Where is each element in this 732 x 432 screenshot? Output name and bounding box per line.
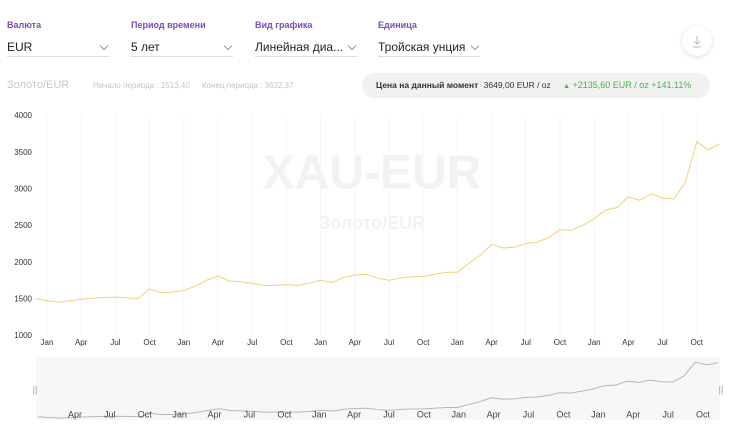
navigator-tick-label: Apr	[68, 409, 82, 419]
label: Валюта	[7, 20, 42, 30]
value[interactable]: Линейная диа...	[255, 36, 357, 57]
x-tick-label: Oct	[143, 338, 156, 347]
current-value: 3649,00 EUR / oz	[483, 80, 551, 90]
x-tick-label: Jan	[177, 338, 190, 347]
navigator-line	[37, 361, 719, 419]
navigator-tick-label: Jul	[383, 409, 395, 419]
unit-select[interactable]: Единица Тройская унция	[378, 20, 480, 57]
change: +2135,60 EUR / oz +141.11%	[572, 80, 692, 90]
price-pill: Цена на данный момент 3649,00 EUR / oz ▲…	[362, 73, 710, 98]
y-tick-label: 2000	[14, 258, 32, 267]
label: Период времени	[131, 20, 206, 30]
navigator-tick-label: Jul	[523, 409, 535, 419]
x-tick-label: Apr	[349, 338, 362, 347]
x-tick-label: Jan	[41, 338, 54, 347]
x-tick-label: Jul	[247, 338, 257, 347]
value[interactable]: 5 лет	[131, 36, 233, 57]
navigator-tick-label: Jul	[662, 409, 674, 419]
label: Вид графика	[255, 20, 313, 30]
navigator-tick-label: Apr	[487, 409, 501, 419]
current-label: Цена на данный момент	[376, 80, 479, 90]
x-tick-label: Jan	[588, 338, 601, 347]
x-tick-label: Jan	[314, 338, 327, 347]
navigator-tick-label: Oct	[277, 409, 292, 419]
value[interactable]: EUR	[7, 36, 109, 57]
currency-select[interactable]: Валюта EUR	[7, 20, 109, 57]
x-tick-label: Jul	[657, 338, 667, 347]
y-tick-label: 1500	[14, 294, 32, 303]
y-tick-label: 4000	[14, 111, 32, 120]
x-tick-label: Oct	[554, 338, 567, 347]
x-tick-label: Jul	[384, 338, 394, 347]
label: Единица	[378, 20, 417, 30]
navigator-tick-label: Oct	[138, 409, 153, 419]
navigator-tick-label: Oct	[417, 409, 432, 419]
x-tick-label: Oct	[417, 338, 430, 347]
download-icon	[693, 36, 701, 48]
navigator-tick-label: Jan	[312, 409, 327, 419]
navigator-tick-label: Jan	[172, 409, 187, 419]
up-arrow: ▲	[563, 83, 571, 90]
y-tick-label: 2500	[14, 221, 32, 230]
period-end: Конец периода : 3632,37	[202, 81, 294, 90]
y-tick-label: 3500	[14, 148, 32, 157]
x-tick-label: Apr	[485, 338, 498, 347]
y-tick-label: 1000	[14, 331, 32, 340]
x-tick-label: Oct	[691, 338, 704, 347]
navigator-tick-label: Oct	[696, 409, 711, 419]
navigator-handle-left[interactable]: ||	[33, 384, 38, 394]
watermark-subtitle: Золото/EUR	[319, 213, 425, 233]
navigator-tick-label: Jan	[591, 409, 606, 419]
download-button[interactable]	[682, 26, 712, 56]
navigator-tick-label: Jan	[452, 409, 467, 419]
x-tick-label: Apr	[212, 338, 225, 347]
navigator-tick-label: Oct	[556, 409, 571, 419]
navigator-tick-label: Apr	[208, 409, 222, 419]
navigator-handle-right[interactable]: ||	[719, 384, 724, 394]
navigator-tick-label: Apr	[626, 409, 640, 419]
value[interactable]: Тройская унция	[378, 36, 480, 57]
x-tick-label: Jul	[110, 338, 120, 347]
chart-type-select[interactable]: Вид графика Линейная диа...	[255, 20, 357, 57]
navigator-tick-label: Apr	[347, 409, 361, 419]
price-line	[35, 140, 720, 303]
period-select[interactable]: Период времени 5 лет	[131, 20, 233, 57]
x-tick-label: Oct	[280, 338, 293, 347]
period-start: Начало периода : 1513,40	[93, 81, 190, 90]
navigator-tick-label: Jul	[244, 409, 256, 419]
chart-title: Золото/EUR	[7, 79, 70, 91]
x-tick-label: Jan	[451, 338, 464, 347]
navigator-tick-label: Jul	[104, 409, 116, 419]
x-tick-label: Apr	[75, 338, 88, 347]
x-tick-label: Apr	[622, 338, 635, 347]
y-tick-label: 3000	[14, 184, 32, 193]
x-tick-label: Jul	[521, 338, 531, 347]
watermark: XAU-EUR	[263, 147, 482, 200]
